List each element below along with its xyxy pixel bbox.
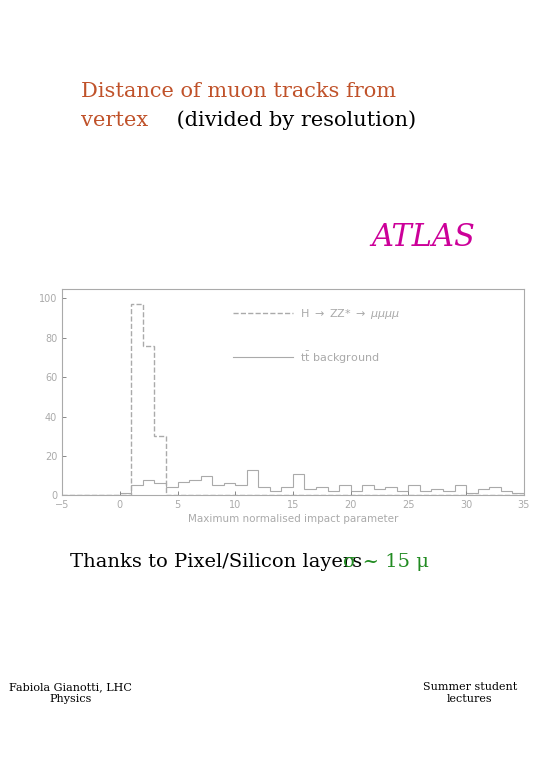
Text: (divided by resolution): (divided by resolution) xyxy=(170,111,416,130)
Text: Distance of muon tracks from: Distance of muon tracks from xyxy=(81,82,396,101)
X-axis label: Maximum normalised impact parameter: Maximum normalised impact parameter xyxy=(188,514,398,524)
Text: vertex: vertex xyxy=(81,111,148,129)
Text: H $\rightarrow$ ZZ* $\rightarrow$ $\mu\mu\mu\mu$: H $\rightarrow$ ZZ* $\rightarrow$ $\mu\m… xyxy=(300,307,400,321)
Text: t$\bar{\mathrm{t}}$ background: t$\bar{\mathrm{t}}$ background xyxy=(300,349,379,366)
Text: ATLAS: ATLAS xyxy=(372,222,475,254)
Text: Fabiola Gianotti, LHC
Physics: Fabiola Gianotti, LHC Physics xyxy=(9,682,132,704)
Text: Summer student
lectures: Summer student lectures xyxy=(423,682,517,704)
Text: σ ~ 15 μ: σ ~ 15 μ xyxy=(343,552,429,571)
Text: Thanks to Pixel/Silicon layers: Thanks to Pixel/Silicon layers xyxy=(70,552,362,571)
